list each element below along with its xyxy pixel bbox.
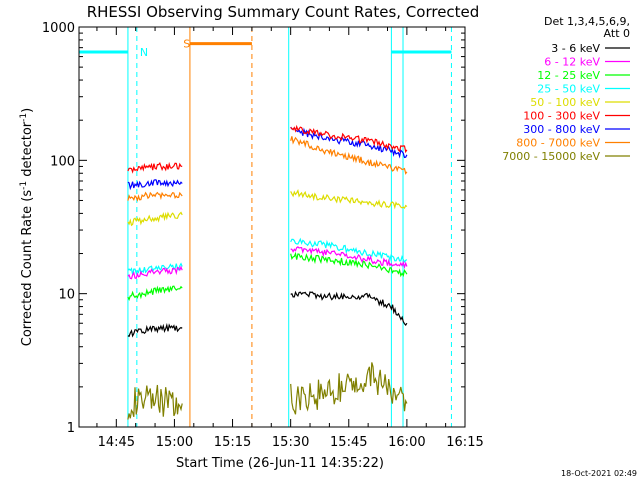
plot-area: NS (78, 27, 452, 427)
legend-entry-label: 3 - 6 keV (551, 42, 600, 55)
series-line (127, 191, 183, 202)
legend-entry-label: 6 - 12 keV (544, 56, 600, 69)
series-line (127, 262, 183, 275)
chart-title: RHESSI Observing Summary Count Rates, Co… (87, 3, 480, 21)
series-line (290, 290, 408, 326)
timestamp: 18-Oct-2021 02:49 (561, 469, 637, 478)
series-line (127, 161, 183, 174)
x-tick-label: 15:45 (330, 435, 367, 450)
series-line (127, 285, 183, 301)
x-axis-label: Start Time (26-Jun-11 14:35:22) (176, 456, 384, 471)
x-tick-label: 14:45 (98, 435, 135, 450)
series-line (290, 189, 408, 210)
y-tick-label: 1 (67, 421, 75, 436)
series-line (290, 362, 408, 415)
legend-header: Att 0 (604, 27, 630, 40)
y-tick-label: 100 (50, 154, 75, 169)
series-line (290, 237, 408, 264)
series-line (127, 265, 183, 280)
y-tick-label: 10 (58, 288, 75, 303)
series-line (290, 251, 408, 278)
series-line (127, 211, 183, 227)
y-axis-label: Corrected Count Rate (s-1 detector-1) (19, 108, 35, 346)
series-line (290, 246, 408, 270)
x-axis: 14:45 15:00 15:15 15:30 15:45 16:00 16:15 (96, 27, 484, 450)
legend-header: Det 1,3,4,5,6,9, (544, 15, 630, 28)
legend-entry-label: 100 - 300 keV (523, 110, 600, 123)
x-tick-label: 15:30 (272, 435, 309, 450)
legend-entry-label: 7000 - 15000 keV (502, 150, 600, 163)
series-line (290, 136, 408, 175)
legend-entry-label: 800 - 7000 keV (516, 137, 600, 150)
x-tick-label: 16:00 (388, 435, 425, 450)
flag-bar-label: N (140, 46, 148, 59)
legend-entry-label: 50 - 100 keV (530, 96, 600, 109)
series-line (290, 124, 408, 154)
y-axis: 1 10 100 1000 (42, 21, 465, 436)
x-tick-label: 15:00 (156, 435, 193, 450)
flag-bar-label: S (183, 38, 190, 51)
legend-entry-label: 12 - 25 keV (537, 69, 600, 82)
series-line (127, 322, 183, 338)
series-line (127, 384, 183, 420)
series-line (127, 179, 183, 191)
plot-frame (78, 26, 466, 428)
x-tick-label: 16:15 (446, 435, 483, 450)
legend-entry-label: 25 - 50 keV (537, 83, 600, 96)
y-tick-label: 1000 (42, 21, 75, 36)
x-tick-label: 15:15 (214, 435, 251, 450)
legend-entry-label: 300 - 800 keV (523, 123, 600, 136)
